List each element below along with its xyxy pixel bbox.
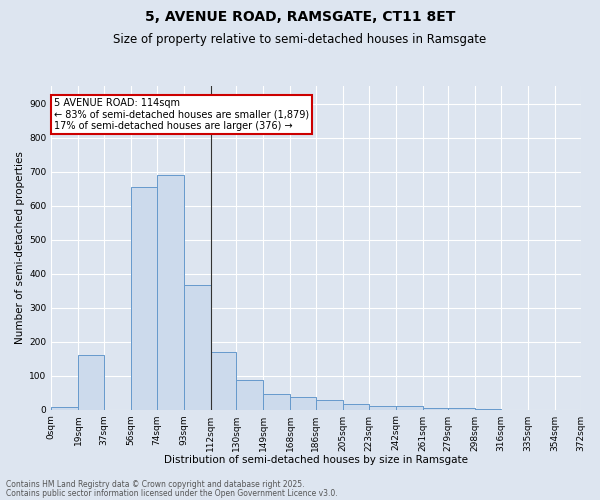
Bar — [131, 187, 157, 410]
Bar — [448, 408, 475, 410]
Bar — [343, 404, 368, 409]
Bar — [290, 396, 316, 409]
Bar — [263, 394, 290, 409]
X-axis label: Distribution of semi-detached houses by size in Ramsgate: Distribution of semi-detached houses by … — [164, 455, 468, 465]
Y-axis label: Number of semi-detached properties: Number of semi-detached properties — [15, 152, 25, 344]
Text: Size of property relative to semi-detached houses in Ramsgate: Size of property relative to semi-detach… — [113, 32, 487, 46]
Bar — [157, 175, 184, 410]
Bar — [422, 408, 448, 410]
Text: Contains HM Land Registry data © Crown copyright and database right 2025.: Contains HM Land Registry data © Crown c… — [6, 480, 305, 489]
Bar — [184, 286, 211, 410]
Bar — [395, 406, 422, 409]
Text: 5, AVENUE ROAD, RAMSGATE, CT11 8ET: 5, AVENUE ROAD, RAMSGATE, CT11 8ET — [145, 10, 455, 24]
Bar — [236, 380, 263, 410]
Bar — [79, 355, 104, 410]
Text: Contains public sector information licensed under the Open Government Licence v3: Contains public sector information licen… — [6, 488, 338, 498]
Bar — [316, 400, 343, 409]
Bar — [475, 409, 501, 410]
Text: 5 AVENUE ROAD: 114sqm
← 83% of semi-detached houses are smaller (1,879)
17% of s: 5 AVENUE ROAD: 114sqm ← 83% of semi-deta… — [54, 98, 309, 131]
Bar — [51, 407, 79, 410]
Bar — [368, 406, 395, 409]
Bar — [211, 352, 236, 410]
